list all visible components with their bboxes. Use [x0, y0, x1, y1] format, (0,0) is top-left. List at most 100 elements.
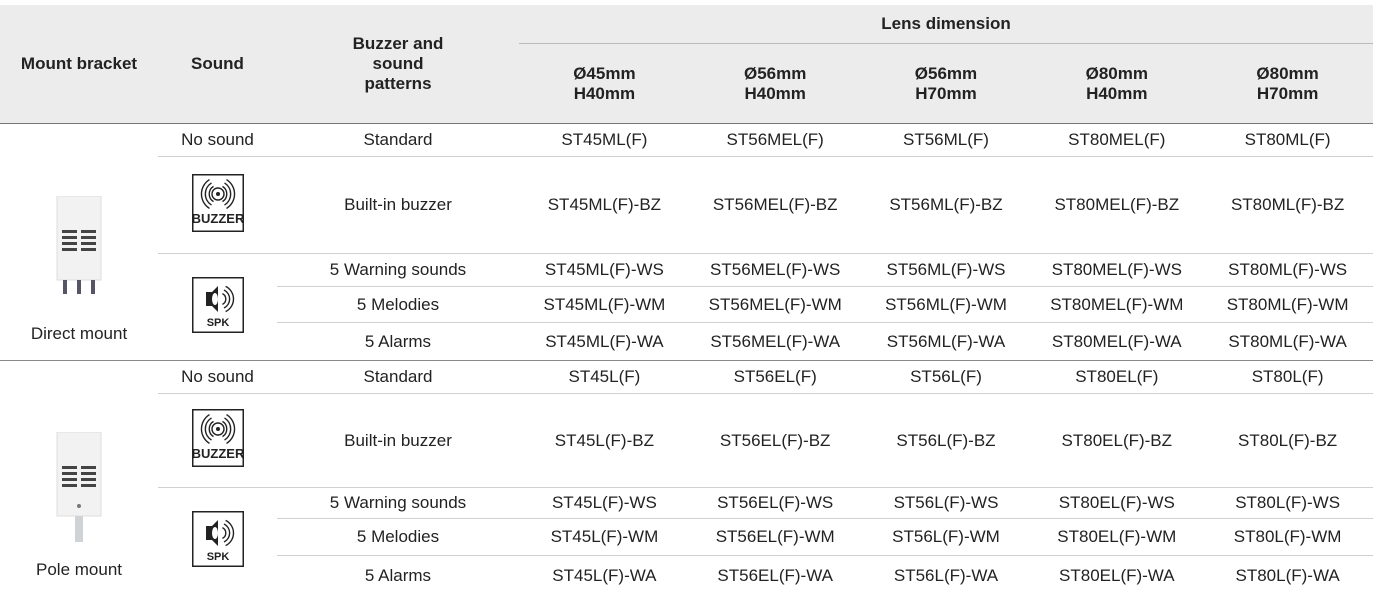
header-cell: Mount bracket — [0, 5, 158, 124]
lens-height: H70mm — [861, 84, 1032, 104]
lens-height: H40mm — [1031, 84, 1202, 104]
mount-image — [49, 432, 109, 542]
model-cell: ST80ML(F)-BZ — [1202, 157, 1373, 254]
model-cell: ST56ML(F) — [861, 124, 1032, 157]
sound-label: No sound — [181, 130, 254, 149]
pin — [63, 280, 67, 294]
model-cell: ST45L(F)-WS — [519, 488, 690, 519]
header-cell: Lens dimension — [519, 5, 1373, 44]
lens-height: H70mm — [1202, 84, 1373, 104]
model-cell: ST80ML(F)-WM — [1202, 287, 1373, 323]
pattern-cell: Standard — [277, 124, 519, 157]
vent — [62, 478, 77, 481]
model-cell: ST80MEL(F) — [1031, 124, 1202, 157]
sound-cell: No sound — [158, 124, 277, 157]
vent — [81, 478, 96, 481]
vent — [62, 230, 77, 233]
model-cell: ST45ML(F)-WM — [519, 287, 690, 323]
model-cell: ST80L(F)-WA — [1202, 556, 1373, 595]
pin — [91, 280, 95, 294]
model-cell: ST56EL(F) — [690, 361, 861, 394]
model-cell: ST45L(F)-BZ — [519, 394, 690, 488]
icon-shape — [212, 527, 218, 539]
sound-icon: SPK — [192, 277, 244, 333]
pattern-cell: 5 Alarms — [277, 323, 519, 361]
pattern-cell: Built-in buzzer — [277, 394, 519, 488]
model-cell: ST80ML(F)-WA — [1202, 323, 1373, 361]
pattern-cell: 5 Melodies — [277, 287, 519, 323]
model-cell: ST45ML(F) — [519, 124, 690, 157]
model-cell: ST56MEL(F)-BZ — [690, 157, 861, 254]
screw — [77, 504, 81, 508]
vent — [62, 242, 77, 245]
model-cell: ST80EL(F)-WM — [1031, 519, 1202, 556]
vent — [81, 236, 96, 239]
sound-cell: BUZZER — [158, 394, 277, 488]
icon-shape — [212, 293, 218, 305]
vent — [62, 472, 77, 475]
sound-cell: No sound — [158, 361, 277, 394]
lens-diameter: Ø56mm — [861, 64, 1032, 84]
model-cell: ST56L(F)-WA — [861, 556, 1032, 595]
model-cell: ST80EL(F)-BZ — [1031, 394, 1202, 488]
lens-header: Ø56mmH40mm — [690, 44, 861, 124]
model-cell: ST45L(F)-WA — [519, 556, 690, 595]
table-header: Mount bracket Sound Buzzer and sound pat… — [0, 5, 1373, 124]
header-cell: Buzzer and sound patterns — [277, 5, 519, 124]
pattern-cell: 5 Warning sounds — [277, 254, 519, 287]
sound-icon: BUZZER — [192, 409, 244, 467]
pole — [75, 516, 83, 542]
sound-cell: BUZZER — [158, 157, 277, 254]
table-row: SPK5 Warning soundsST45ML(F)-WSST56MEL(F… — [0, 254, 1373, 287]
vent — [62, 248, 77, 251]
model-cell: ST80ML(F) — [1202, 124, 1373, 157]
model-cell: ST45L(F)-WM — [519, 519, 690, 556]
model-cell: ST80L(F)-WM — [1202, 519, 1373, 556]
icon-label: BUZZER — [192, 446, 244, 461]
model-cell: ST80L(F)-WS — [1202, 488, 1373, 519]
lens-diameter: Ø80mm — [1031, 64, 1202, 84]
pattern-cell: 5 Alarms — [277, 556, 519, 595]
icon-label: SPK — [206, 551, 229, 563]
mount-label: Pole mount — [0, 560, 158, 580]
model-cell: ST56L(F)-WS — [861, 488, 1032, 519]
mount-image — [49, 196, 109, 306]
model-cell: ST80MEL(F)-WA — [1031, 323, 1202, 361]
lens-height: H40mm — [690, 84, 861, 104]
sound-cell: SPK — [158, 254, 277, 361]
model-cell: ST56EL(F)-WA — [690, 556, 861, 595]
lens-diameter: Ø45mm — [519, 64, 690, 84]
sound-cell: SPK — [158, 488, 277, 595]
mount-label: Direct mount — [0, 324, 158, 344]
model-cell: ST80ML(F)-WS — [1202, 254, 1373, 287]
vent — [62, 484, 77, 487]
lens-diameter: Ø80mm — [1202, 64, 1373, 84]
model-cell: ST80MEL(F)-WS — [1031, 254, 1202, 287]
sound-icon: SPK — [192, 511, 244, 567]
model-cell: ST56EL(F)-WS — [690, 488, 861, 519]
lens-diameter: Ø56mm — [690, 64, 861, 84]
vent — [81, 466, 96, 469]
lens-header: Ø80mmH70mm — [1202, 44, 1373, 124]
model-cell: ST80EL(F) — [1031, 361, 1202, 394]
model-cell: ST80L(F) — [1202, 361, 1373, 394]
lens-header: Ø56mmH70mm — [861, 44, 1032, 124]
model-table: Mount bracket Sound Buzzer and sound pat… — [0, 5, 1373, 595]
vent — [81, 472, 96, 475]
model-cell: ST45ML(F)-BZ — [519, 157, 690, 254]
vent — [62, 236, 77, 239]
model-cell: ST56ML(F)-WS — [861, 254, 1032, 287]
icon-shape — [216, 192, 220, 196]
model-cell: ST45ML(F)-WA — [519, 323, 690, 361]
model-cell: ST56L(F)-BZ — [861, 394, 1032, 488]
mount-cell: Direct mount — [0, 124, 158, 361]
model-cell: ST56MEL(F)-WM — [690, 287, 861, 323]
model-cell: ST56EL(F)-WM — [690, 519, 861, 556]
model-cell: ST80L(F)-BZ — [1202, 394, 1373, 488]
model-cell: ST80MEL(F)-BZ — [1031, 157, 1202, 254]
model-cell: ST45L(F) — [519, 361, 690, 394]
